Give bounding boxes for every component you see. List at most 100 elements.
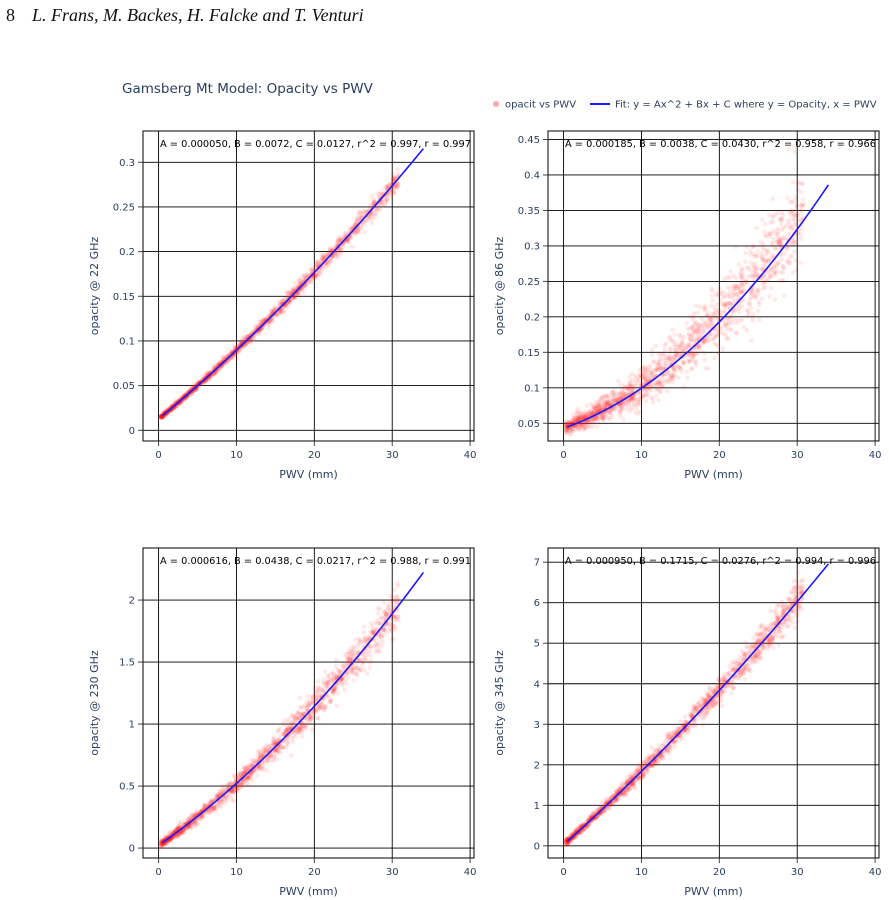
- scatter-point: [606, 400, 611, 406]
- scatter-point: [244, 765, 250, 771]
- scatter-point: [356, 658, 362, 664]
- scatter-point: [725, 335, 730, 341]
- scatter-point: [696, 329, 702, 335]
- scatter-point: [604, 394, 610, 399]
- scatter-point: [758, 633, 764, 638]
- scatter-point: [385, 605, 391, 611]
- scatter-point: [309, 717, 314, 722]
- scatter-point: [207, 807, 212, 813]
- scatter-point: [285, 741, 290, 746]
- scatter-point: [587, 423, 593, 429]
- scatter-point: [570, 412, 576, 418]
- scatter-point: [346, 656, 352, 662]
- scatter-point: [333, 663, 339, 669]
- scatter-point: [733, 330, 739, 336]
- y-tick-label: 1: [129, 720, 135, 731]
- scatter-point: [751, 267, 757, 272]
- scatter-point: [160, 414, 166, 420]
- x-tick-label: 40: [464, 450, 477, 461]
- scatter-point: [310, 276, 315, 281]
- scatter-point: [388, 194, 393, 199]
- scatter-point: [705, 366, 711, 371]
- scatter-point: [564, 422, 569, 427]
- scatter-point: [352, 230, 357, 236]
- scatter-point: [296, 728, 301, 733]
- scatter-point: [283, 745, 289, 750]
- scatter-point: [335, 691, 341, 696]
- fit-curve: [567, 184, 830, 428]
- scatter-point: [610, 406, 615, 412]
- scatter-point: [789, 253, 795, 259]
- scatter-point: [703, 365, 709, 371]
- scatter-point: [581, 426, 587, 431]
- scatter-point: [297, 726, 302, 732]
- scatter-point: [672, 373, 678, 378]
- plot-area[interactable]: [547, 547, 880, 859]
- scatter-point: [371, 630, 376, 636]
- scatter-point: [603, 415, 608, 420]
- scatter-point: [271, 741, 277, 747]
- scatter-point: [685, 375, 690, 381]
- scatter-point: [568, 420, 574, 426]
- scatter-point: [328, 677, 334, 683]
- legend[interactable]: opacit vs PWV Fit: y = Ax^2 + Bx + C whe…: [493, 100, 877, 111]
- scatter-point: [649, 352, 655, 358]
- scatter-point: [693, 320, 698, 326]
- scatter-point: [642, 377, 647, 382]
- scatter-point: [643, 386, 648, 391]
- scatter-point: [751, 254, 757, 259]
- scatter-point: [605, 393, 611, 399]
- scatter-point: [612, 798, 618, 804]
- scatter-point: [158, 839, 164, 845]
- scatter-point: [696, 322, 702, 328]
- scatter-point: [780, 610, 786, 615]
- scatter-point: [390, 594, 396, 600]
- scatter-point: [618, 394, 623, 400]
- scatter-point: [744, 327, 750, 333]
- scatter-point: [383, 613, 389, 619]
- scatter-point: [761, 281, 766, 287]
- scatter-point: [343, 677, 349, 682]
- scatter-point: [573, 411, 579, 417]
- scatter-point: [670, 379, 676, 385]
- scatter-point: [709, 320, 715, 326]
- scatter-point: [325, 679, 330, 684]
- scatter-point: [228, 782, 233, 787]
- scatter-point: [294, 729, 300, 734]
- scatter-point: [677, 733, 683, 739]
- scatter-point: [336, 254, 341, 260]
- scatter-point: [693, 350, 698, 356]
- scatter-point: [705, 324, 711, 330]
- scatter-point: [376, 634, 381, 639]
- scatter-point: [300, 723, 306, 728]
- plot-area[interactable]: [547, 130, 880, 442]
- scatter-point: [297, 724, 303, 729]
- scatter-point: [650, 399, 656, 405]
- scatter-point: [240, 784, 246, 789]
- scatter-point: [160, 842, 165, 847]
- scatter-point: [379, 199, 385, 205]
- scatter-point: [634, 375, 639, 381]
- scatter-point: [269, 318, 275, 324]
- scatter-point: [658, 363, 664, 368]
- scatter-point: [645, 367, 651, 373]
- scatter-point: [274, 757, 280, 762]
- scatter-point: [601, 398, 607, 404]
- scatter-point: [604, 403, 610, 408]
- scatter-point: [355, 673, 360, 678]
- plot-area[interactable]: [142, 130, 475, 442]
- scatter-point: [791, 237, 797, 243]
- scatter-point: [563, 421, 569, 427]
- scatter-point: [268, 753, 274, 759]
- scatter-point: [328, 698, 334, 704]
- scatter-point: [303, 282, 309, 287]
- scatter-point: [395, 183, 401, 189]
- scatter-point: [199, 816, 204, 822]
- scatter-point: [252, 760, 257, 766]
- scatter-point: [289, 714, 294, 719]
- scatter-point: [360, 659, 365, 664]
- scatter-point: [708, 314, 714, 320]
- scatter-point: [607, 401, 613, 406]
- scatter-point: [636, 399, 642, 405]
- scatter-point: [678, 341, 684, 347]
